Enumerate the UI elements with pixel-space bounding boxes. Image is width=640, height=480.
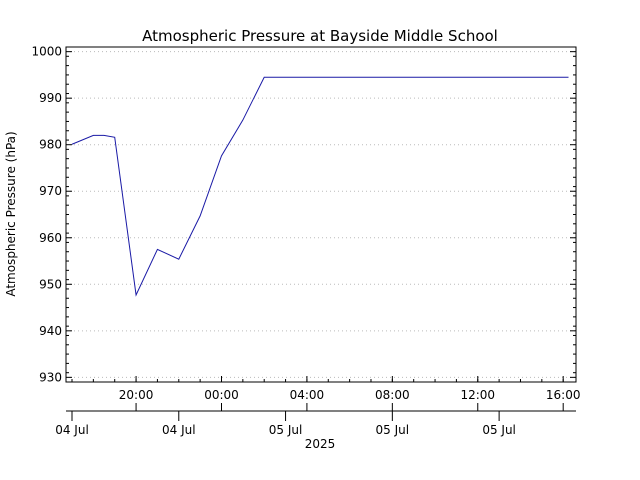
- x-axis: 20:00 00:00 04:00 08:00 12:00 16:00 04 Jul 04 J…: [55, 376, 580, 437]
- chart-title: Atmospheric Pressure at Bayside Middle S…: [142, 27, 498, 45]
- y-tick-label: 950: [39, 277, 62, 291]
- plot-frame: [65, 46, 577, 383]
- pressure-series-line: [71, 76, 569, 297]
- y-tick-label: 980: [39, 138, 62, 152]
- x-time-label: 04:00: [290, 388, 325, 402]
- x-date-label: 05 Jul: [376, 423, 410, 437]
- x-axis-year-label: 2025: [305, 437, 336, 451]
- y-tick-label: 940: [39, 324, 62, 338]
- y-tick-label: 930: [39, 370, 62, 384]
- x-time-label: 00:00: [204, 388, 239, 402]
- series-layer: [71, 76, 569, 297]
- x-date-label: 05 Jul: [269, 423, 303, 437]
- x-time-label: 20:00: [119, 388, 154, 402]
- y-tick-label: 970: [39, 184, 62, 198]
- y-axis-label: Atmospheric Pressure (hPa): [4, 131, 18, 296]
- y-axis: 930 940 950 960 970 980 990 1000: [31, 45, 576, 384]
- x-time-label: 12:00: [460, 388, 495, 402]
- x-date-label: 04 Jul: [55, 423, 89, 437]
- gridlines: [66, 51, 576, 378]
- y-tick-label: 1000: [31, 45, 62, 59]
- x-time-label: 08:00: [375, 388, 410, 402]
- y-tick-label: 960: [39, 231, 62, 245]
- y-tick-label: 990: [39, 91, 62, 105]
- x-date-label: 05 Jul: [482, 423, 516, 437]
- x-date-label: 04 Jul: [162, 423, 196, 437]
- x-time-label: 16:00: [546, 388, 581, 402]
